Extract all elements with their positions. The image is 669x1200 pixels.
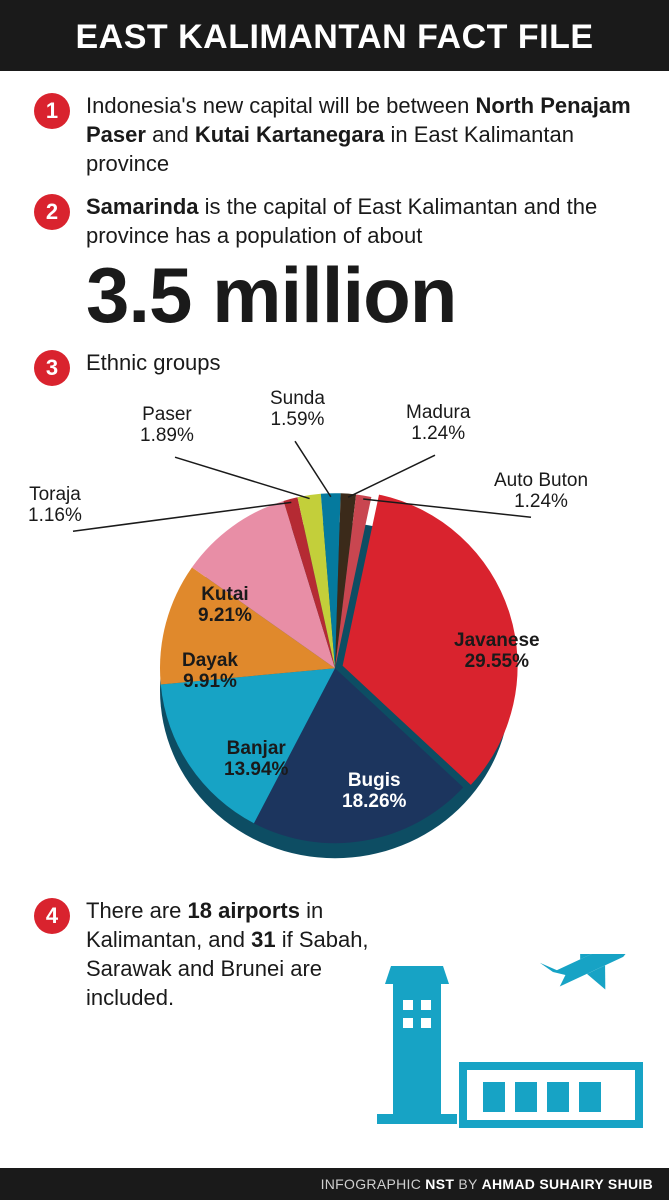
fact-2-text: Samarinda is the capital of East Kaliman… [86, 192, 635, 334]
footer-prefix: INFOGRAPHIC [321, 1176, 426, 1192]
footer-author: AHMAD SUHAIRY SHUIB [482, 1176, 653, 1192]
ethnic-pie-chart: Javanese29.55% Bugis18.26% Banjar13.94% Day… [34, 392, 635, 902]
fact-3-label: Ethnic groups [86, 348, 221, 377]
content-area: 1 Indonesia's new capital will be betwee… [0, 71, 669, 1168]
header-title: EAST KALIMANTAN FACT FILE [0, 0, 669, 71]
footer-credit: INFOGRAPHIC NST BY AHMAD SUHAIRY SHUIB [0, 1168, 669, 1200]
fact-3-badge: 3 [34, 350, 70, 386]
fact-2-badge: 2 [34, 194, 70, 230]
population-number: 3.5 million [86, 256, 635, 334]
footer-source: NST [425, 1176, 454, 1192]
footer-mid: BY [454, 1176, 481, 1192]
fact-2: 2 Samarinda is the capital of East Kalim… [34, 192, 635, 334]
pie-label-kutai: Kutai9.21% [198, 584, 252, 627]
fact-3: 3 Ethnic groups [34, 348, 635, 386]
fact-1: 1 Indonesia's new capital will be betwee… [34, 91, 635, 178]
pie-label-bugis: Bugis18.26% [342, 770, 406, 813]
airport-icon [353, 954, 653, 1134]
pie-label-madura: Madura1.24% [406, 402, 470, 445]
pie-label-sunda: Sunda1.59% [270, 388, 325, 431]
fact-1-text: Indonesia's new capital will be between … [86, 91, 635, 178]
pie-label-paser: Paser1.89% [140, 404, 194, 447]
pie-label-banjar: Banjar13.94% [224, 738, 288, 781]
pie-label-toraja: Toraja1.16% [28, 484, 82, 527]
pie-label-auto-buton: Auto Buton1.24% [494, 470, 588, 513]
pie-label-javanese: Javanese29.55% [454, 630, 540, 673]
fact-1-badge: 1 [34, 93, 70, 129]
pie-label-dayak: Dayak9.91% [182, 650, 238, 693]
